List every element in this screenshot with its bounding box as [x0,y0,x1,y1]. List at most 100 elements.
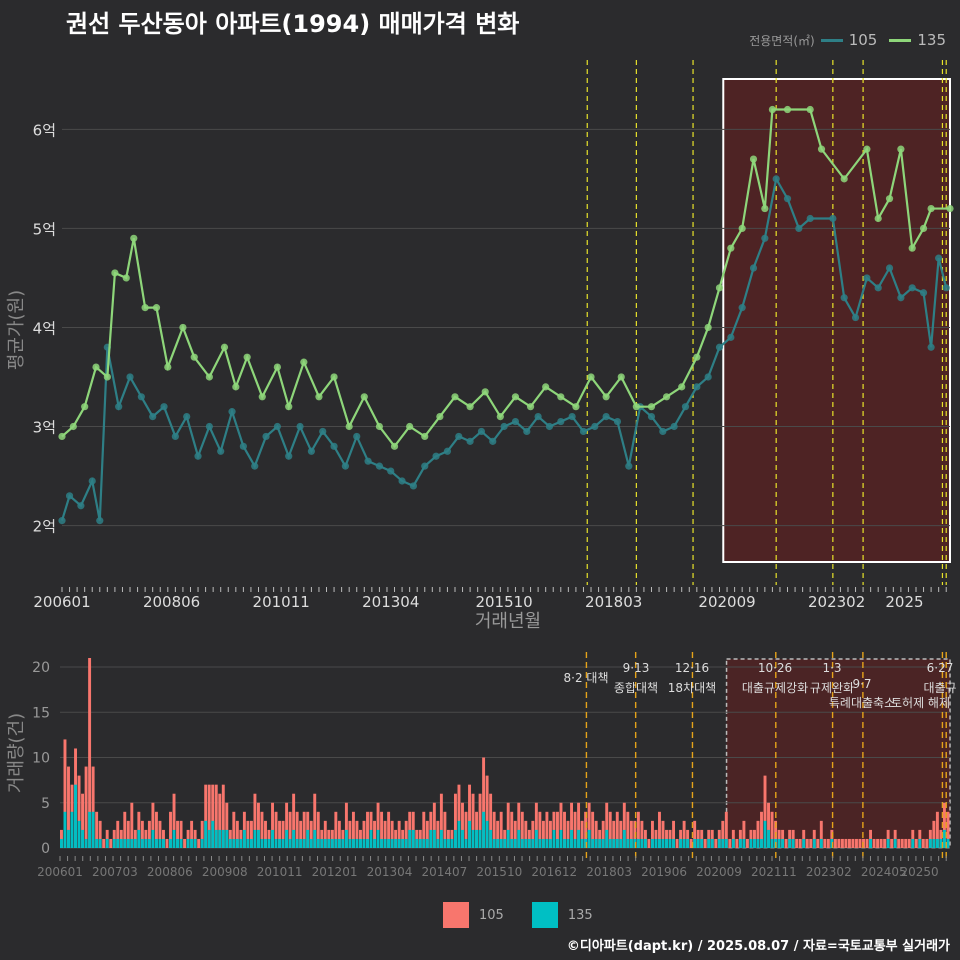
bar-105-163 [633,820,637,848]
bar-135-172 [665,838,668,848]
bar-135-194 [742,838,746,848]
bottom-x-tick-label-6: 201304 [367,865,413,879]
bar-105-32 [172,793,176,848]
bar-135-132 [524,838,528,848]
point-105-70 [851,313,860,322]
bar-135-65 [288,838,292,848]
bar-135-163 [633,838,637,848]
bar-105-148 [580,820,584,848]
point-135-9 [152,304,161,312]
bar-135-26 [151,829,155,848]
legend-swatch-105 [820,38,843,42]
bar-135-11 [98,838,102,848]
bar-105-122 [489,793,493,848]
bar-105-142 [559,802,563,848]
bar-105-65 [288,811,292,848]
legend-bottom-label-135: 135 [567,907,593,923]
bar-105-134 [531,820,535,848]
point-105-3 [88,477,96,485]
bar-105-129 [513,820,517,848]
bar-135-78 [334,838,338,848]
point-135-1 [69,422,77,431]
bar-135-106 [432,829,436,848]
bar-135-237 [893,838,897,848]
bar-105-233 [879,838,883,848]
bar-105-63 [281,820,285,848]
bar-105-119 [478,793,482,848]
point-105-15 [217,447,225,455]
point-105-46 [568,413,576,421]
bar-105-177 [682,820,686,848]
point-135-52 [761,204,769,213]
bar-135-41 [204,820,208,848]
point-135-60 [885,195,894,203]
bar-135-27 [154,838,158,848]
point-135-10 [164,363,172,371]
bar-135-208 [791,838,795,848]
annotation-sub-1: 종합대책 [614,680,658,695]
point-105-66 [795,224,803,232]
point-105-12 [183,413,191,421]
x-tick-label-7: 202302 [808,593,865,611]
point-135-45 [678,383,686,391]
bar-135-49 [232,838,236,848]
bar-135-152 [594,838,598,848]
y-tick-label-0: 2억 [33,518,56,536]
annotation-7: 토허제 해제 [891,696,950,710]
bar-135-211 [802,838,806,848]
bar-105-238 [897,838,901,848]
point-135-0 [58,432,66,441]
bar-135-55 [253,829,257,848]
bar-105-112 [453,793,457,848]
bar-105-149 [584,811,588,848]
bar-105-106 [432,802,436,848]
legend-label-135: 135 [917,31,946,49]
bar-135-48 [228,838,232,848]
bar-135-128 [510,838,514,848]
bar-135-54 [249,838,253,848]
bar-105-109 [443,811,447,848]
point-135-16 [243,353,251,361]
point-135-63 [919,224,928,232]
bar-135-0 [60,838,63,848]
bar-135-59 [267,838,271,848]
bar-105-107 [436,820,440,848]
bar-135-251 [942,829,946,848]
point-105-8 [137,393,145,401]
bar-105-108 [439,793,443,848]
point-105-44 [545,422,554,431]
bar-105-202 [770,811,774,848]
bottom-x-tick-label-12: 202009 [696,865,742,879]
credit-text: ©디아파트(dapt.kr) / 2025.08.07 / 자료=국토교통부 실… [566,939,950,954]
bar-105-137 [541,820,545,848]
point-135-12 [190,353,198,361]
bar-105-20 [130,802,134,848]
bar-135-89 [373,838,377,848]
bar-135-166 [643,838,647,848]
bar-135-157 [612,838,616,848]
point-135-34 [511,393,520,401]
point-135-24 [360,393,368,401]
point-135-65 [946,204,954,213]
bar-105-130 [517,802,521,848]
bar-135-40 [200,838,204,848]
point-105-1 [65,492,74,500]
bar-135-141 [556,838,559,848]
bar-135-140 [552,829,556,848]
bar-135-131 [520,838,524,848]
bar-105-6 [81,793,85,848]
bar-105-104 [425,820,429,848]
bottom-y-tick-label-3: 15 [32,705,50,721]
bar-135-230 [869,838,873,848]
bar-135-145 [570,829,573,848]
x-axis-title: 거래년월 [475,611,541,632]
bar-105-124 [496,820,500,848]
bar-105-212 [805,838,809,848]
bar-105-168 [650,820,654,848]
bar-105-56 [256,802,260,848]
point-135-18 [273,363,281,371]
bottom-x-tick-label-13: 202111 [751,865,797,879]
bar-135-62 [278,838,282,848]
bottom-x-tick-label-14: 202302 [806,865,852,879]
point-105-63 [761,234,769,242]
